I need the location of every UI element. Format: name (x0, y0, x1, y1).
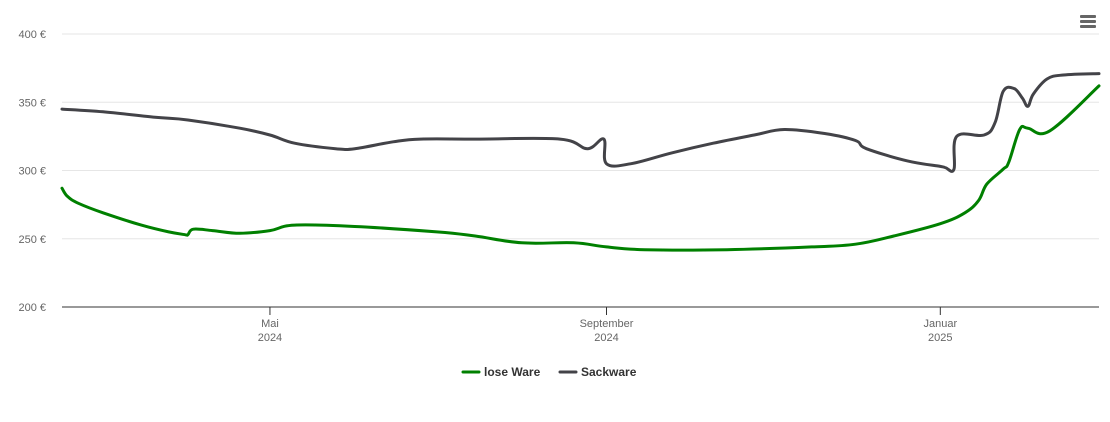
hamburger-menu-icon[interactable] (1074, 10, 1102, 34)
legend-item[interactable]: lose Ware (461, 365, 541, 379)
x-tick-year: 2024 (258, 332, 282, 344)
x-tick-month: Mai (261, 318, 279, 330)
legend: lose Ware Sackware (461, 365, 637, 379)
x-tick-month: September (580, 318, 634, 330)
y-tick-label: 200 € (18, 302, 46, 314)
grid-lines (62, 33, 1099, 240)
y-axis: 200 € 250 € 300 € 350 € 400 € (18, 29, 46, 314)
series-line-sackware[interactable] (60, 72, 1101, 173)
y-tick-label: 350 € (18, 97, 46, 109)
x-tick-year: 2024 (594, 332, 618, 344)
legend-label: lose Ware (484, 365, 541, 379)
y-tick-label: 300 € (18, 166, 46, 178)
x-tick-month: Januar (923, 318, 957, 330)
y-tick-label: 250 € (18, 234, 46, 246)
y-tick-label: 400 € (18, 29, 46, 41)
legend-label: Sackware (581, 365, 637, 379)
legend-item[interactable]: Sackware (558, 365, 637, 379)
series-line-lose-ware[interactable] (60, 84, 1101, 252)
x-axis: Mai 2024 September 2024 Januar 2025 (62, 306, 1099, 344)
series-lines (60, 72, 1101, 252)
x-tick-year: 2025 (928, 332, 952, 344)
